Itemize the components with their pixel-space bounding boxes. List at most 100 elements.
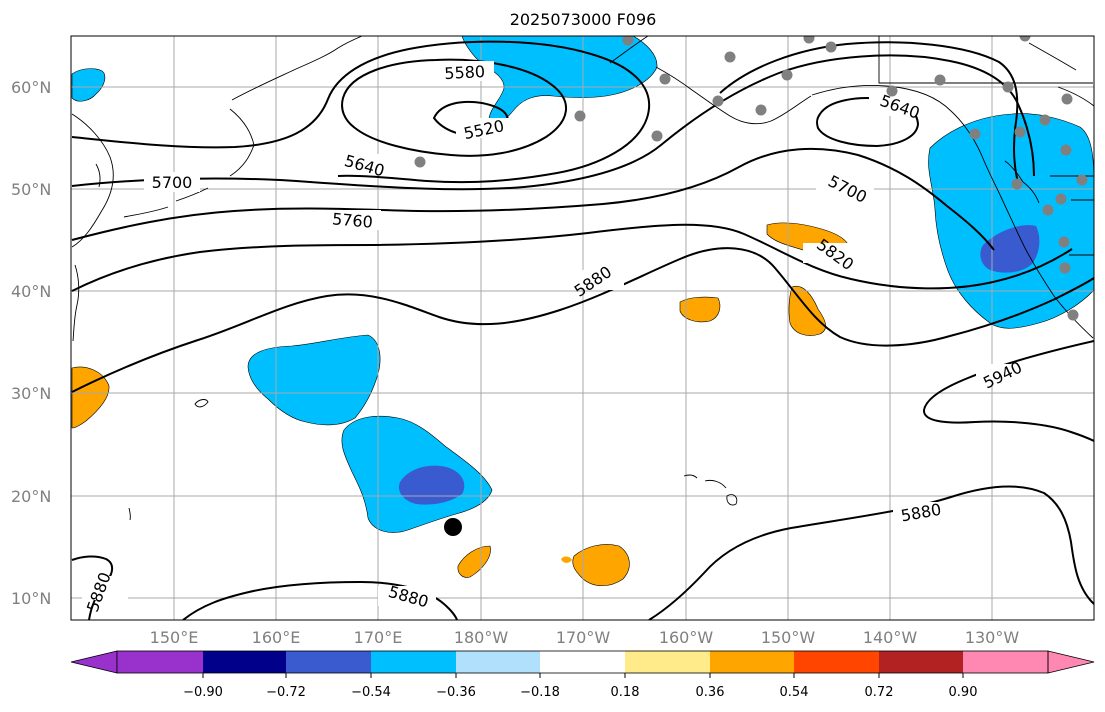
colorbar-segment-3 [286,651,371,673]
coastline-small-island [128,507,131,521]
anomaly-fill-pnw-core [980,225,1040,273]
contour-label-bg-5700-right [816,178,874,198]
colorbar-label-9: 0.72 [865,685,894,700]
station-point-21 [1059,262,1071,274]
station-point-6 [574,110,586,122]
contour-5640-east [719,41,1019,184]
station-point-12 [934,74,946,86]
station-point-18 [1055,193,1067,205]
anomaly-fill-central-pacific-core [398,465,465,505]
storm-center-marker [444,518,462,536]
lon-tick-180w: 180°W [454,628,509,647]
lon-tick-170w: 170°W [556,628,611,647]
colorbar-label-4: −0.36 [436,685,476,700]
lat-tick-20n: 20°N [11,487,51,506]
coastline-west-peninsula [72,264,80,342]
station-point-3 [724,51,736,63]
map-frame [70,35,1095,621]
station-point-17 [1011,178,1023,190]
anomaly-fill-positive-west [71,366,110,429]
contour-5580 [341,58,568,157]
station-point-2 [659,73,671,85]
station-points [414,36,1088,321]
lon-tick-150e: 150°E [150,628,199,647]
colorbar-segment-7 [625,651,710,673]
station-point-1 [622,36,634,46]
station-point-5 [825,41,837,53]
colorbar-segment-6 [540,651,625,673]
lat-tick-30n: 30°N [11,384,51,403]
station-point-22 [1067,309,1079,321]
contour-label-5580: 5580 [444,62,486,83]
contour-label-bg-5880-center [568,270,624,290]
coastline-island-2 [123,206,169,218]
lat-tick-10n: 10°N [11,589,51,608]
station-point-8 [712,95,724,107]
station-point-20 [1058,236,1070,248]
coastline-canada-east [1057,86,1094,107]
colorbar-label-5: −0.18 [520,685,560,700]
contour-label-bg-5640-right [869,96,927,116]
contour-label-bg-5880-left [82,576,128,600]
contour-label-bg-5700-left [144,172,200,192]
figure-title: 2025073000 F096 [510,10,657,29]
lon-tick-160e: 160°E [252,628,301,647]
contour-label-bg-5880-right [893,502,951,522]
colorbar-frame [116,650,1049,674]
contour-label-bg-5640-left [334,154,390,174]
colorbar-label-3: −0.54 [351,685,391,700]
station-point-23 [414,156,426,168]
coastline-island-1 [95,163,101,188]
station-point-10 [781,69,793,81]
contour-label-bg-5940 [976,364,1034,384]
colorbar-segment-5 [456,651,540,673]
contour-label-5760: 5760 [331,209,373,231]
colorbar-segment-1 [117,651,203,673]
colorbar-label-2: −0.72 [266,685,306,700]
anomaly-fill-west-top [71,68,106,102]
colorbar-label-8: 0.54 [780,685,809,700]
colorbar-label-1: −0.90 [183,685,223,700]
station-point-19 [1042,204,1054,216]
station-point-14 [1061,93,1073,105]
lat-tick-60n: 60°N [11,78,51,97]
colorbar: −0.90 −0.72 −0.54 −0.36 −0.18 0.18 0.36 … [70,650,1095,700]
coastline-west-asia [71,113,114,248]
colorbar-segment-9 [794,651,879,673]
contour-5820 [71,223,1073,292]
coastline-island-3 [175,187,209,202]
political-boundary-1 [878,36,1093,84]
coastline-hawaii-2 [704,479,727,489]
station-point-9 [755,104,767,116]
colorbar-label-10: 0.90 [949,685,978,700]
lon-tick-160w: 160°W [659,628,714,647]
colorbar-segment-2 [203,651,286,673]
contour-label-bg-5580 [438,61,494,81]
coastline-islet-1 [194,399,209,408]
coastline-hawaii-1 [683,474,698,479]
contour-label-bg-5880-bottom [378,586,436,606]
station-point-11 [886,85,898,97]
contour-label-bg-5520 [456,118,514,138]
contour-label-5700-left: 5700 [152,173,193,192]
station-point-27 [1076,174,1088,186]
lat-axis-labels: 60°N 50°N 40°N 30°N 20°N 10°N [11,78,51,608]
station-point-4 [803,36,815,44]
contour-label-bg-5760 [323,210,381,230]
anomaly-fill-pnw [928,113,1094,329]
lat-tick-40n: 40°N [11,282,51,301]
anomaly-fill-positive-4 [457,545,491,578]
station-point-16 [1060,144,1072,156]
contour-5700 [71,54,1035,191]
station-point-26 [1039,114,1051,126]
lon-tick-170e: 170°E [354,628,403,647]
anomaly-fill-central-pacific-north [247,334,381,426]
colorbar-extension-low [70,650,118,674]
lon-tick-140w: 140°W [863,628,918,647]
colorbar-extension-high [1047,650,1095,674]
coastline-canada-north [1028,42,1077,71]
colorbar-segment-10 [879,651,963,673]
station-point-7 [651,130,663,142]
contour-5760 [71,147,995,251]
